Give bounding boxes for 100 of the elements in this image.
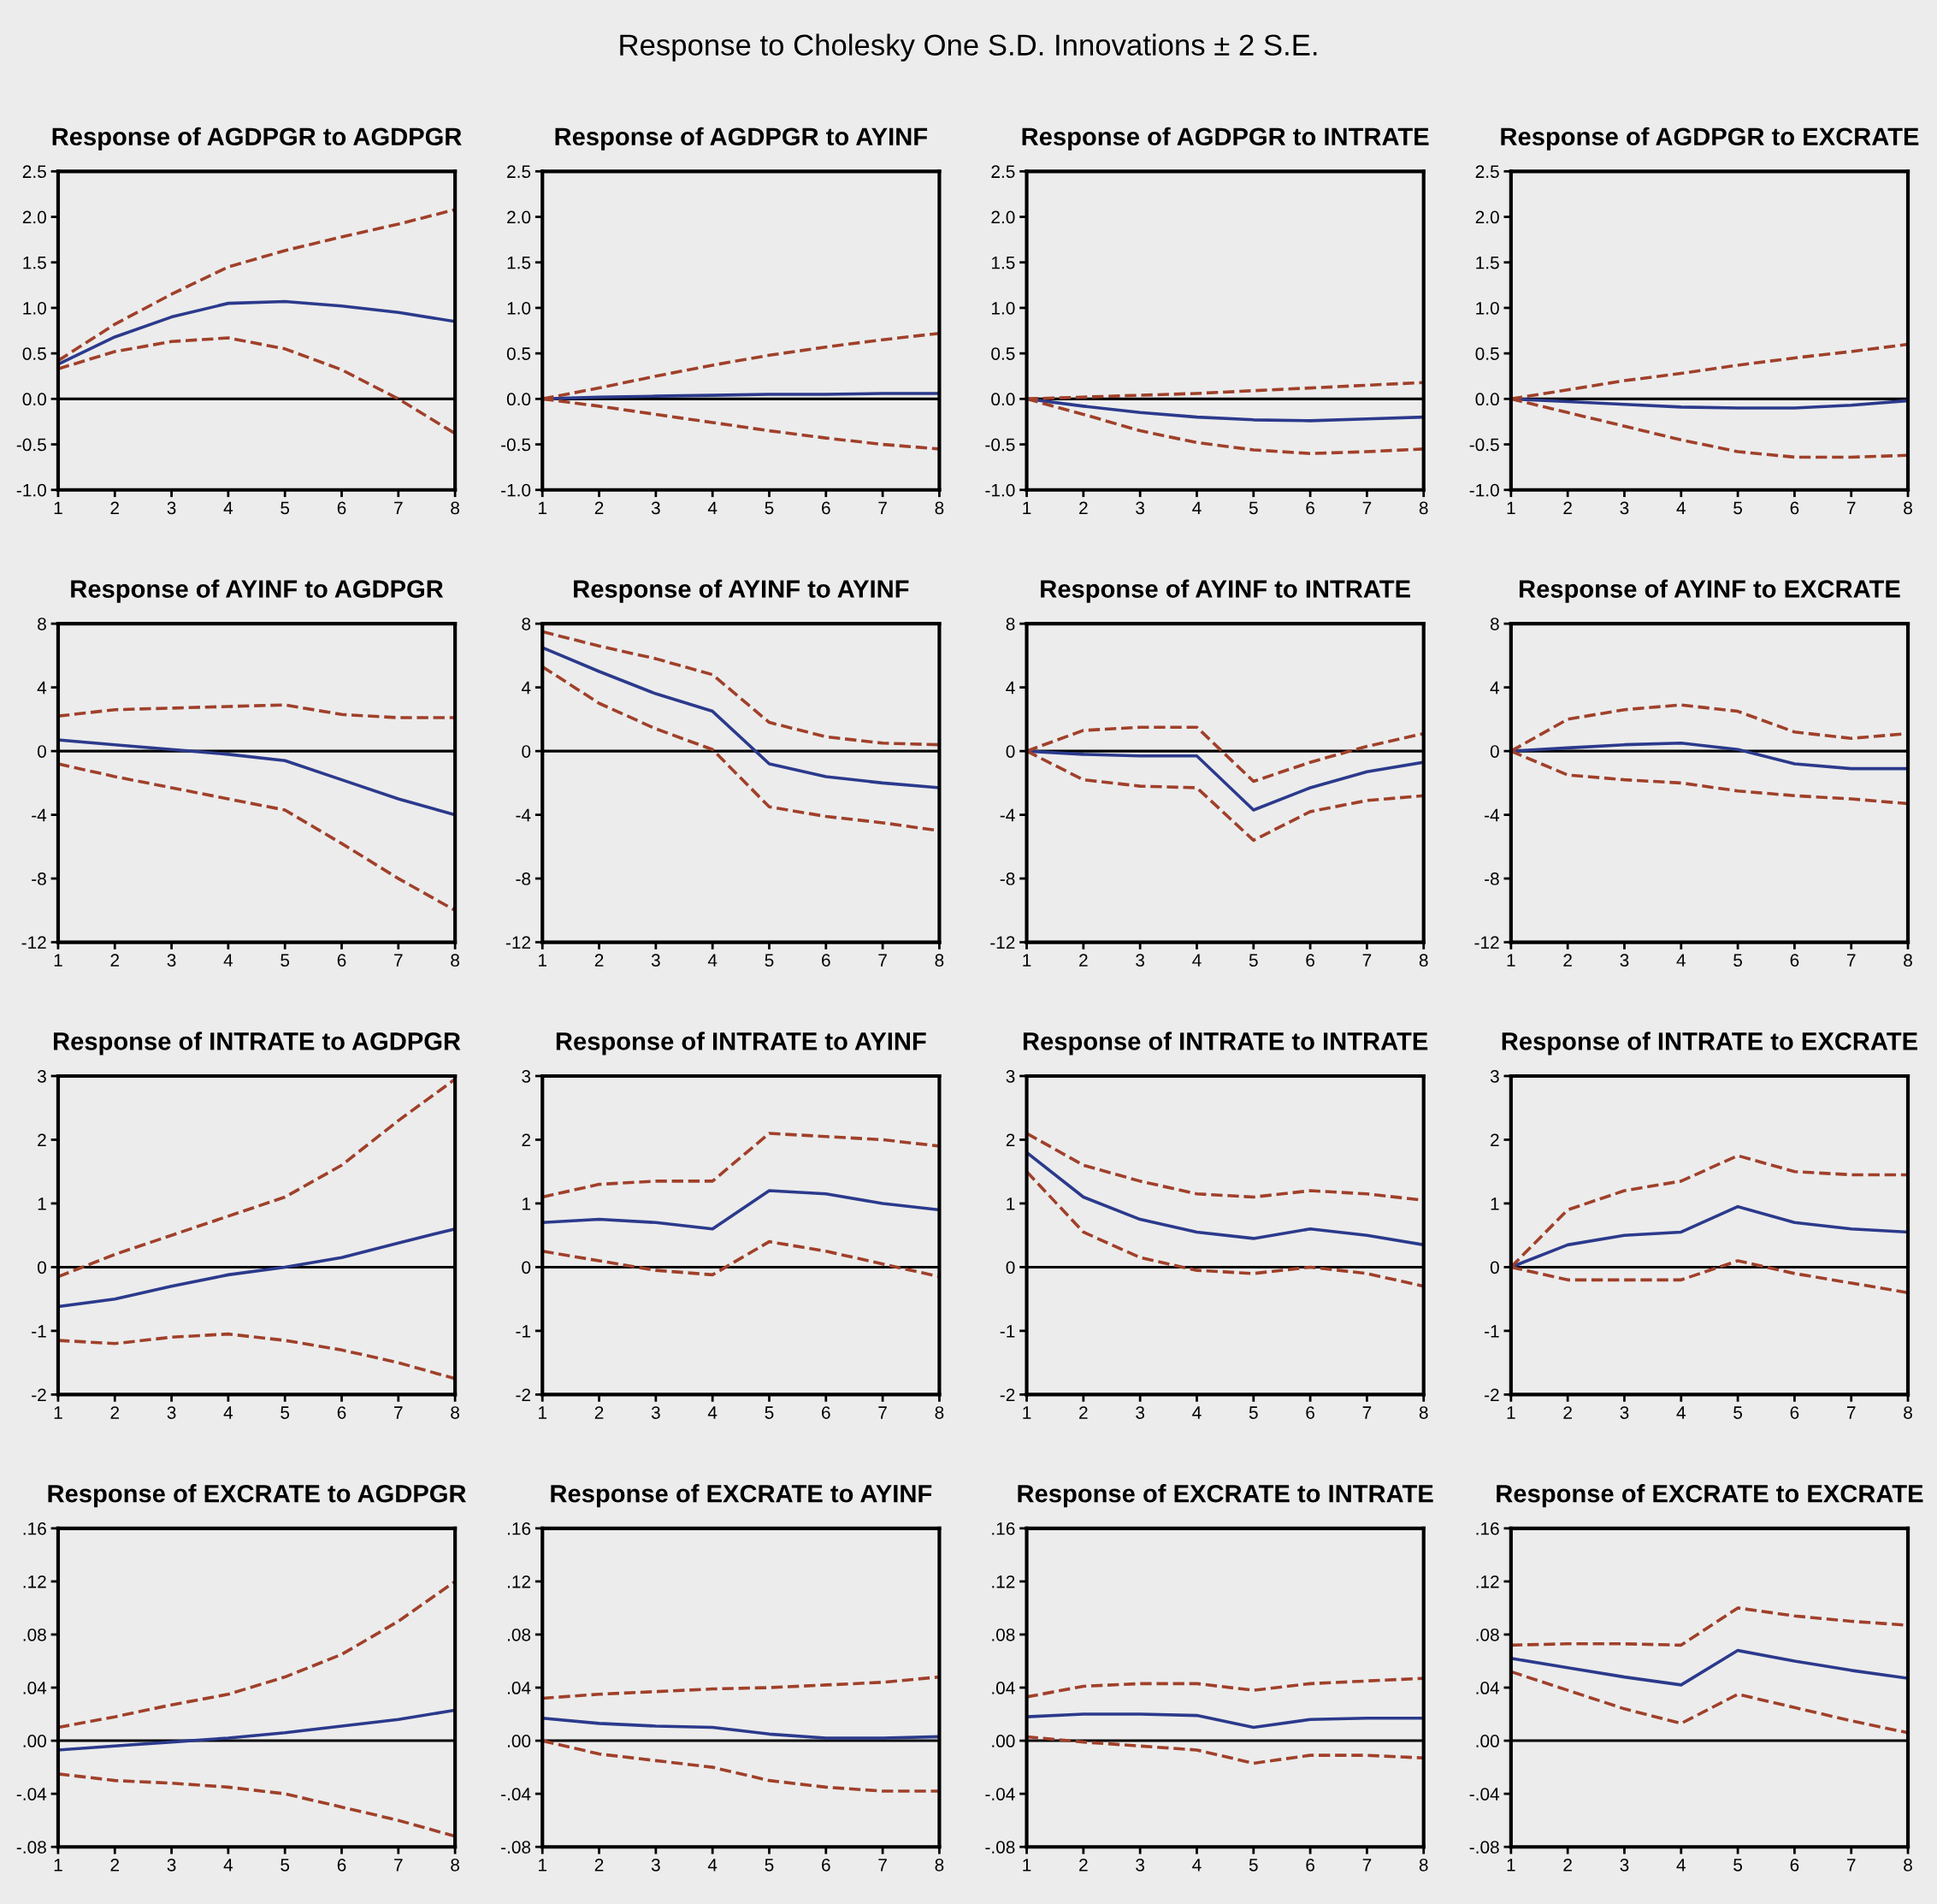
x-tick-label: 1 xyxy=(539,1859,547,1871)
y-tick-label: -4 xyxy=(32,808,47,822)
x-tick-label: 3 xyxy=(651,1858,660,1871)
x-tick-label: 5 xyxy=(1733,954,1743,967)
x-tick-label: 6 xyxy=(1790,501,1799,515)
x-tick-label: 7 xyxy=(878,954,887,967)
y-tick-label: 8 xyxy=(38,618,46,630)
y-tick-label: .04 xyxy=(1476,1682,1500,1694)
x-tick-label: 6 xyxy=(1306,1858,1314,1871)
x-tick-label: 1 xyxy=(539,1406,547,1419)
chart-title: Response of EXCRATE to INTRATE xyxy=(1018,1484,1433,1508)
x-tick-label: 3 xyxy=(1136,954,1145,967)
y-tick-label: .12 xyxy=(23,1575,46,1588)
y-tick-label: .16 xyxy=(992,1522,1015,1535)
y-tick-label: .00 xyxy=(992,1735,1015,1747)
x-tick-label: 3 xyxy=(167,501,176,515)
y-tick-label: 1.5 xyxy=(991,256,1015,269)
y-tick-label: .12 xyxy=(1476,1575,1499,1588)
x-tick-label: 5 xyxy=(1249,1859,1258,1871)
y-tick-label: -.08 xyxy=(1469,1841,1499,1854)
y-tick-label: 8 xyxy=(1490,618,1499,630)
x-tick-label: 7 xyxy=(394,1406,403,1419)
x-tick-label: 6 xyxy=(1790,954,1799,967)
x-tick-label: 8 xyxy=(451,1406,460,1419)
y-tick-label: 0.5 xyxy=(991,347,1015,360)
x-tick-label: 3 xyxy=(1136,501,1145,515)
x-tick-label: 8 xyxy=(451,954,460,967)
x-tick-label: 3 xyxy=(1620,954,1629,967)
x-tick-label: 1 xyxy=(1507,954,1515,967)
x-tick-label: 7 xyxy=(1362,501,1372,515)
x-tick-label: 1 xyxy=(54,501,62,515)
y-tick-label: -0.5 xyxy=(16,438,46,452)
y-tick-label: -1.0 xyxy=(501,483,531,497)
x-tick-label: 7 xyxy=(1362,1859,1372,1871)
x-tick-label: 8 xyxy=(451,501,460,515)
x-tick-label: 5 xyxy=(765,1406,774,1419)
y-tick-label: -2 xyxy=(32,1388,46,1401)
x-tick-label: 8 xyxy=(935,1406,944,1419)
x-tick-label: 3 xyxy=(651,954,660,967)
y-tick-label: -1.0 xyxy=(1469,483,1499,497)
y-tick-label: 4 xyxy=(37,681,47,695)
text: Response to Cholesky One S.D. Innovations ± 2 S.E. xyxy=(620,33,1317,62)
x-tick-label: 4 xyxy=(707,1406,718,1419)
x-tick-label: 2 xyxy=(1079,1406,1088,1419)
x-tick-label: 6 xyxy=(337,1406,346,1419)
chart-title: Response of EXCRATE to AYINF xyxy=(551,1484,932,1508)
y-tick-label: .08 xyxy=(1476,1628,1499,1641)
x-tick-label: 4 xyxy=(1676,1406,1686,1419)
y-tick-label: .00 xyxy=(23,1735,46,1747)
x-tick-label: 6 xyxy=(1306,954,1314,967)
x-tick-label: 1 xyxy=(1023,954,1031,967)
y-tick-label: .00 xyxy=(508,1735,531,1747)
y-tick-label: 1.5 xyxy=(1476,256,1499,269)
y-tick-label: -.04 xyxy=(16,1788,47,1801)
x-tick-label: 5 xyxy=(1249,1406,1258,1419)
y-tick-label: 0 xyxy=(522,745,531,758)
y-tick-label: -.08 xyxy=(501,1841,531,1854)
x-tick-label: 2 xyxy=(1079,1858,1088,1871)
x-tick-label: 4 xyxy=(1676,954,1686,967)
x-tick-label: 7 xyxy=(1846,954,1856,967)
y-tick-label: -1 xyxy=(1000,1325,1015,1338)
x-tick-label: 8 xyxy=(1419,1406,1428,1419)
x-tick-label: 4 xyxy=(1192,1859,1202,1871)
x-tick-label: 5 xyxy=(1733,501,1743,515)
y-tick-label: .16 xyxy=(508,1522,531,1535)
y-tick-label: 0 xyxy=(37,745,46,758)
y-tick-label: -.04 xyxy=(1469,1788,1500,1801)
y-tick-label: -0.5 xyxy=(1469,438,1499,452)
y-tick-label: 2.5 xyxy=(22,165,46,179)
x-tick-label: 7 xyxy=(394,954,403,967)
x-tick-label: 8 xyxy=(1419,954,1428,967)
y-tick-label: -0.5 xyxy=(501,438,531,452)
x-tick-label: 3 xyxy=(167,1858,176,1871)
x-tick-label: 1 xyxy=(54,1859,62,1871)
y-tick-label: -12 xyxy=(1474,936,1499,949)
y-tick-label: 1 xyxy=(38,1197,46,1210)
y-tick-label: 0.5 xyxy=(1475,347,1499,360)
x-tick-label: 8 xyxy=(1904,954,1912,967)
x-tick-label: 5 xyxy=(281,954,290,967)
y-tick-label: 1.5 xyxy=(23,256,46,269)
y-tick-label: -8 xyxy=(1000,872,1015,885)
y-tick-label: 0 xyxy=(1490,1261,1499,1274)
x-tick-label: 4 xyxy=(1676,1859,1686,1871)
x-tick-label: 7 xyxy=(1362,954,1372,967)
x-tick-label: 4 xyxy=(1192,954,1202,967)
y-tick-label: 0 xyxy=(1490,745,1499,758)
x-tick-label: 4 xyxy=(1192,501,1202,515)
x-tick-label: 5 xyxy=(281,501,290,515)
y-tick-label: -2 xyxy=(1000,1388,1015,1401)
x-tick-label: 7 xyxy=(878,501,887,515)
x-tick-label: 2 xyxy=(594,501,604,515)
x-tick-label: 7 xyxy=(878,1859,887,1871)
x-tick-label: 1 xyxy=(539,954,547,967)
chart-title: Response of AYINF to EXCRATE xyxy=(1519,579,1900,603)
x-tick-label: 2 xyxy=(1079,501,1088,515)
x-tick-label: 2 xyxy=(1563,501,1572,515)
x-tick-label: 1 xyxy=(1023,1859,1031,1871)
x-tick-label: 4 xyxy=(1192,1406,1202,1419)
y-tick-label: -2 xyxy=(516,1388,531,1401)
x-tick-label: 3 xyxy=(167,954,176,967)
